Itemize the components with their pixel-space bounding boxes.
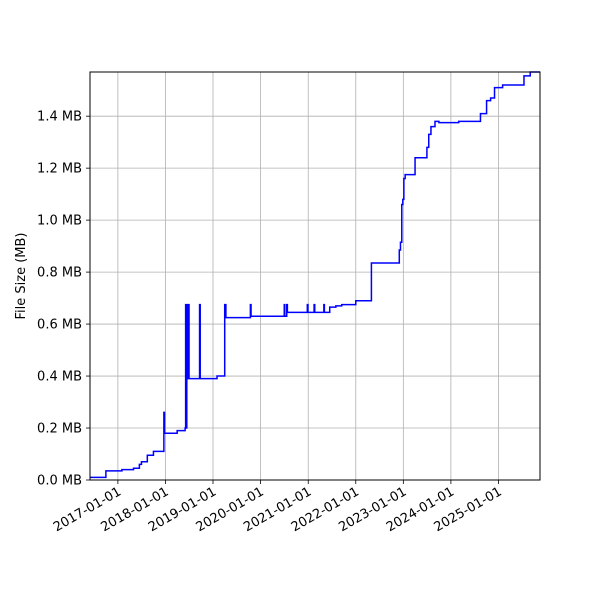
y-tick-label: 0.2 MB: [37, 422, 82, 437]
y-tick-label: 0.4 MB: [37, 370, 82, 385]
plot-frame: [89, 71, 541, 481]
y-tick-label: 0.8 MB: [37, 266, 82, 281]
file-size-series-line: [90, 71, 540, 479]
series-layer: [90, 71, 540, 479]
y-tick-label: 1.2 MB: [37, 162, 82, 177]
y-tick-label: 1.0 MB: [37, 214, 82, 229]
y-axis-label: File Size (MB): [14, 233, 29, 320]
x-axis: 2017-01-012018-01-012019-01-012020-01-01…: [51, 480, 505, 535]
y-tick-label: 0.6 MB: [37, 318, 82, 333]
y-tick-label: 1.4 MB: [37, 110, 82, 125]
grid: [90, 72, 540, 481]
y-axis: 0.0 MB 0.2 MB 0.4 MB 0.6 MB 0.8 MB 1.0 MB 1.2 …: [37, 110, 90, 489]
y-tick-label: 0.0 MB: [37, 474, 82, 489]
